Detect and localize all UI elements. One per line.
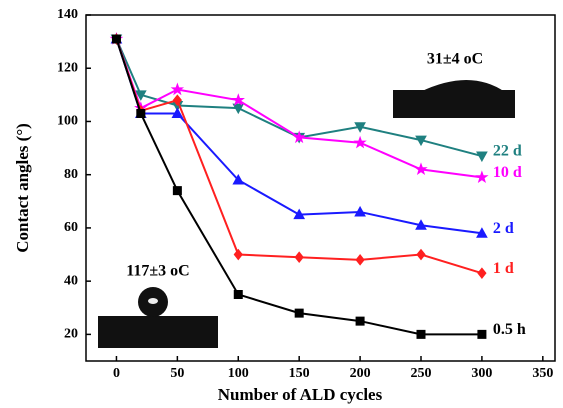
marker bbox=[136, 108, 146, 118]
x-tick-label: 150 bbox=[289, 366, 310, 381]
x-tick-label: 250 bbox=[411, 366, 432, 381]
series-label: 1 d bbox=[493, 260, 514, 277]
marker bbox=[172, 186, 182, 196]
marker bbox=[354, 122, 366, 133]
marker bbox=[232, 103, 245, 115]
marker bbox=[353, 135, 367, 149]
y-tick-label: 140 bbox=[57, 7, 78, 22]
marker bbox=[475, 170, 489, 184]
marker bbox=[233, 248, 243, 261]
droplet-image bbox=[393, 90, 515, 118]
annotation: 117±3 oC bbox=[126, 263, 189, 280]
marker bbox=[354, 205, 366, 217]
droplet-image bbox=[148, 298, 158, 304]
series-line bbox=[115, 38, 483, 179]
series-line bbox=[115, 38, 483, 158]
marker bbox=[293, 208, 306, 220]
marker bbox=[476, 227, 488, 238]
y-tick-label: 40 bbox=[64, 273, 78, 288]
marker bbox=[171, 107, 184, 118]
series-label: 22 d bbox=[493, 143, 522, 160]
marker bbox=[233, 289, 243, 299]
droplet-image bbox=[98, 316, 218, 348]
marker bbox=[134, 90, 147, 101]
marker bbox=[355, 316, 365, 326]
series-line bbox=[115, 38, 482, 336]
series-line bbox=[115, 38, 483, 275]
series-label: 0.5 h bbox=[493, 321, 526, 338]
y-tick-label: 100 bbox=[57, 114, 78, 129]
marker bbox=[476, 151, 488, 163]
y-tick-label: 80 bbox=[64, 167, 78, 182]
droplet-image bbox=[420, 80, 505, 92]
marker bbox=[294, 308, 304, 318]
marker bbox=[111, 34, 121, 44]
x-axis-label: Number of ALD cycles bbox=[218, 385, 383, 404]
y-tick-label: 60 bbox=[64, 220, 78, 235]
plot-frame bbox=[85, 14, 556, 362]
y-axis-label: Contact angles (°) bbox=[13, 123, 32, 253]
marker bbox=[414, 162, 428, 176]
marker bbox=[415, 219, 427, 230]
marker bbox=[355, 254, 365, 266]
y-tick-label: 20 bbox=[64, 327, 78, 342]
marker bbox=[170, 82, 185, 96]
marker bbox=[231, 93, 245, 106]
marker bbox=[172, 94, 183, 106]
y-tick-label: 120 bbox=[57, 60, 78, 75]
x-tick-label: 100 bbox=[228, 366, 249, 381]
marker bbox=[416, 329, 426, 339]
marker bbox=[477, 267, 487, 279]
x-tick-label: 300 bbox=[471, 366, 492, 381]
annotation: 31±4 oC bbox=[427, 51, 483, 68]
series-label: 10 d bbox=[493, 164, 522, 181]
marker bbox=[415, 135, 427, 147]
marker bbox=[292, 130, 306, 144]
series-label: 2 d bbox=[493, 220, 514, 237]
series-line bbox=[115, 38, 483, 235]
marker bbox=[294, 251, 304, 264]
x-tick-label: 200 bbox=[350, 366, 371, 381]
marker bbox=[232, 173, 245, 185]
x-tick-label: 50 bbox=[170, 366, 184, 381]
x-tick-label: 350 bbox=[532, 366, 553, 381]
marker bbox=[416, 248, 426, 261]
x-tick-label: 0 bbox=[113, 366, 120, 381]
marker bbox=[477, 329, 487, 339]
